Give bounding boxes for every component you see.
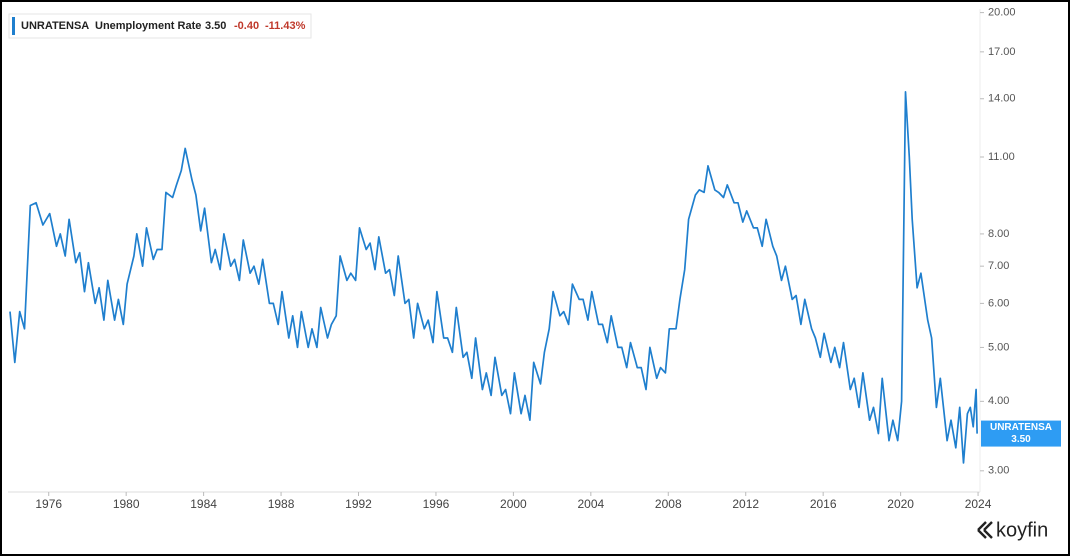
- badge-value: 3.50: [1011, 434, 1031, 445]
- chart-title: Unemployment Rate: [95, 20, 201, 32]
- y-tick-label: 4.00: [988, 395, 1009, 407]
- x-tick-label: 2008: [655, 497, 682, 511]
- x-tick-label: 2000: [500, 497, 527, 511]
- line-series: [9, 91, 978, 464]
- x-tick-label: 1976: [35, 497, 62, 511]
- x-tick-label: 1984: [190, 497, 217, 511]
- y-tick-label: 7.00: [988, 260, 1009, 272]
- x-tick-label: 1992: [345, 497, 372, 511]
- logo-icon: [977, 521, 993, 539]
- y-tick-label: 20.00: [988, 7, 1016, 19]
- x-tick-label: 2024: [965, 497, 992, 511]
- last-value-badge: [981, 420, 1061, 447]
- y-tick-label: 11.00: [988, 151, 1015, 163]
- y-tick-label: 3.00: [988, 465, 1009, 477]
- x-tick-label: 1988: [268, 497, 295, 511]
- brand-name: koyfin: [996, 519, 1048, 541]
- y-tick-label: 6.00: [988, 297, 1009, 309]
- x-tick-label: 2016: [810, 497, 837, 511]
- legend-swatch: [12, 17, 15, 35]
- legend-box: [8, 13, 312, 39]
- legend-ticker: UNRATENSA: [21, 20, 89, 32]
- y-tick-label: 14.00: [988, 93, 1016, 105]
- change: -0.40: [234, 20, 259, 32]
- x-tick-label: 2020: [887, 497, 914, 511]
- change-pct: -11.43%: [265, 20, 306, 32]
- y-tick-label: 17.00: [988, 46, 1016, 58]
- badge-ticker: UNRATENSA: [990, 422, 1052, 433]
- x-tick-label: 2012: [732, 497, 759, 511]
- y-tick-label: 5.00: [988, 341, 1009, 353]
- brand-logo: koyfin: [977, 519, 1048, 541]
- y-tick-label: 8.00: [988, 228, 1009, 240]
- last-value: 3.50: [205, 20, 226, 32]
- x-tick-label: 1996: [423, 497, 450, 511]
- x-tick-label: 1980: [113, 497, 140, 511]
- x-tick-label: 2004: [577, 497, 604, 511]
